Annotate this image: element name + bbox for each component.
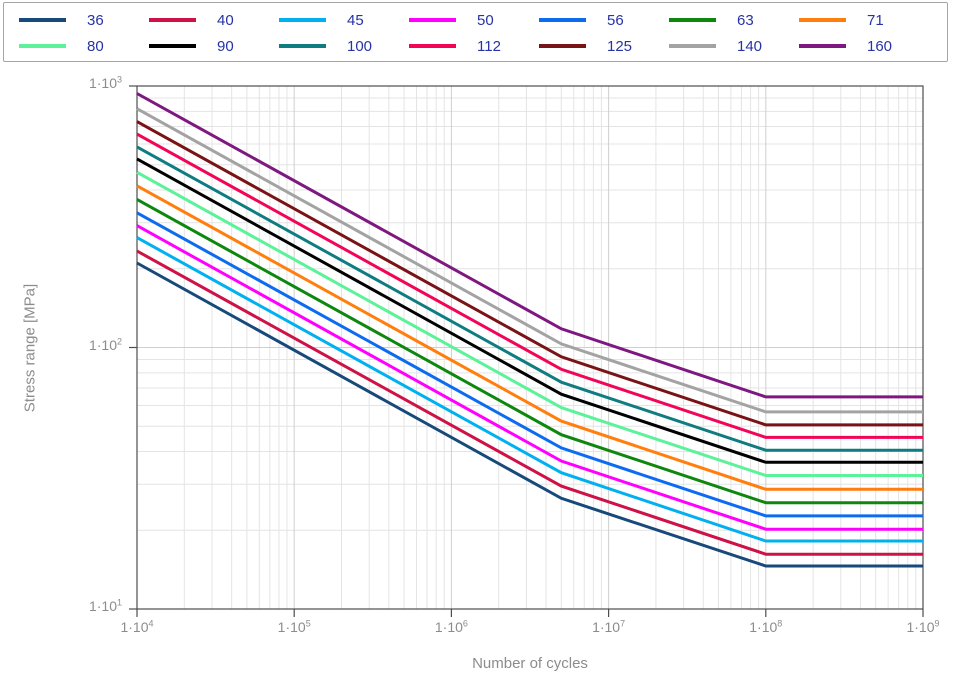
x-tick-label-1e8: 1·108	[749, 618, 783, 635]
curve-112	[136, 132, 923, 439]
legend-label-90: 90	[217, 37, 234, 55]
legend-item-63: 63	[669, 8, 799, 32]
curve-50	[136, 224, 923, 531]
legend-label-100: 100	[347, 37, 373, 55]
x-axis-title: Number of cycles	[472, 655, 588, 672]
legend-item-56: 56	[539, 8, 669, 32]
legend-item-140: 140	[669, 34, 799, 58]
curve-160	[136, 92, 923, 399]
legend-item-80: 80	[19, 34, 149, 58]
axis-ticks	[129, 85, 924, 617]
y-tick-label-1e2: 1·102	[88, 335, 122, 353]
curve-100	[136, 145, 923, 452]
legend-swatch-71	[799, 18, 846, 22]
legend-item-100: 100	[279, 34, 409, 58]
curve-36	[136, 261, 923, 568]
curve-90	[136, 157, 923, 464]
legend-swatch-45	[279, 18, 326, 22]
y-tick-label-1e3: 1·103	[88, 74, 122, 91]
chart-legend: 36 40 45 50 56 63 71 80 90 100 112 125 140 160	[3, 2, 948, 62]
legend-item-36: 36	[19, 8, 149, 32]
legend-item-160: 160	[799, 34, 929, 58]
legend-label-63: 63	[737, 11, 754, 29]
legend-swatch-112	[409, 44, 456, 48]
x-tick-label-1e6: 1·106	[434, 618, 468, 635]
legend-item-71: 71	[799, 8, 929, 32]
legend-item-125: 125	[539, 34, 669, 58]
legend-label-45: 45	[347, 11, 364, 29]
legend-swatch-36	[19, 18, 66, 22]
curve-45	[136, 236, 923, 543]
legend-swatch-125	[539, 44, 586, 48]
legend-item-50: 50	[409, 8, 539, 32]
legend-label-71: 71	[867, 11, 884, 29]
y-tick-label-1e1: 1·101	[88, 597, 122, 614]
legend-swatch-100	[279, 44, 326, 48]
legend-swatch-90	[149, 44, 196, 48]
legend-label-36: 36	[87, 11, 104, 29]
curve-71	[136, 184, 923, 491]
x-tick-label-1e9: 1·109	[906, 618, 940, 635]
legend-swatch-140	[669, 44, 716, 48]
legend-label-56: 56	[607, 11, 624, 29]
legend-swatch-63	[669, 18, 716, 22]
legend-swatch-160	[799, 44, 846, 48]
legend-label-125: 125	[607, 37, 633, 55]
legend-label-50: 50	[477, 11, 494, 29]
legend-item-112: 112	[409, 34, 539, 58]
x-tick-label-1e4: 1·104	[120, 618, 154, 635]
legend-swatch-40	[149, 18, 196, 22]
curve-40	[136, 249, 923, 556]
y-axis-title: Stress range [MPa]	[21, 283, 39, 412]
curve-63	[136, 198, 923, 505]
legend-swatch-56	[539, 18, 586, 22]
curve-56	[136, 211, 923, 518]
legend-item-45: 45	[279, 8, 409, 32]
legend-label-140: 140	[737, 37, 763, 55]
legend-swatch-80	[19, 44, 66, 48]
curve-80	[136, 170, 923, 477]
legend-item-90: 90	[149, 34, 279, 58]
legend-label-160: 160	[867, 37, 893, 55]
curves	[136, 92, 923, 568]
curve-125	[136, 120, 923, 427]
legend-label-40: 40	[217, 11, 234, 29]
curve-140	[136, 107, 923, 414]
legend-label-112: 112	[477, 37, 501, 55]
x-tick-label-1e5: 1·105	[277, 618, 311, 635]
legend-item-40: 40	[149, 8, 279, 32]
x-tick-label-1e7: 1·107	[592, 618, 626, 635]
legend-label-80: 80	[87, 37, 104, 55]
legend-swatch-50	[409, 18, 456, 22]
